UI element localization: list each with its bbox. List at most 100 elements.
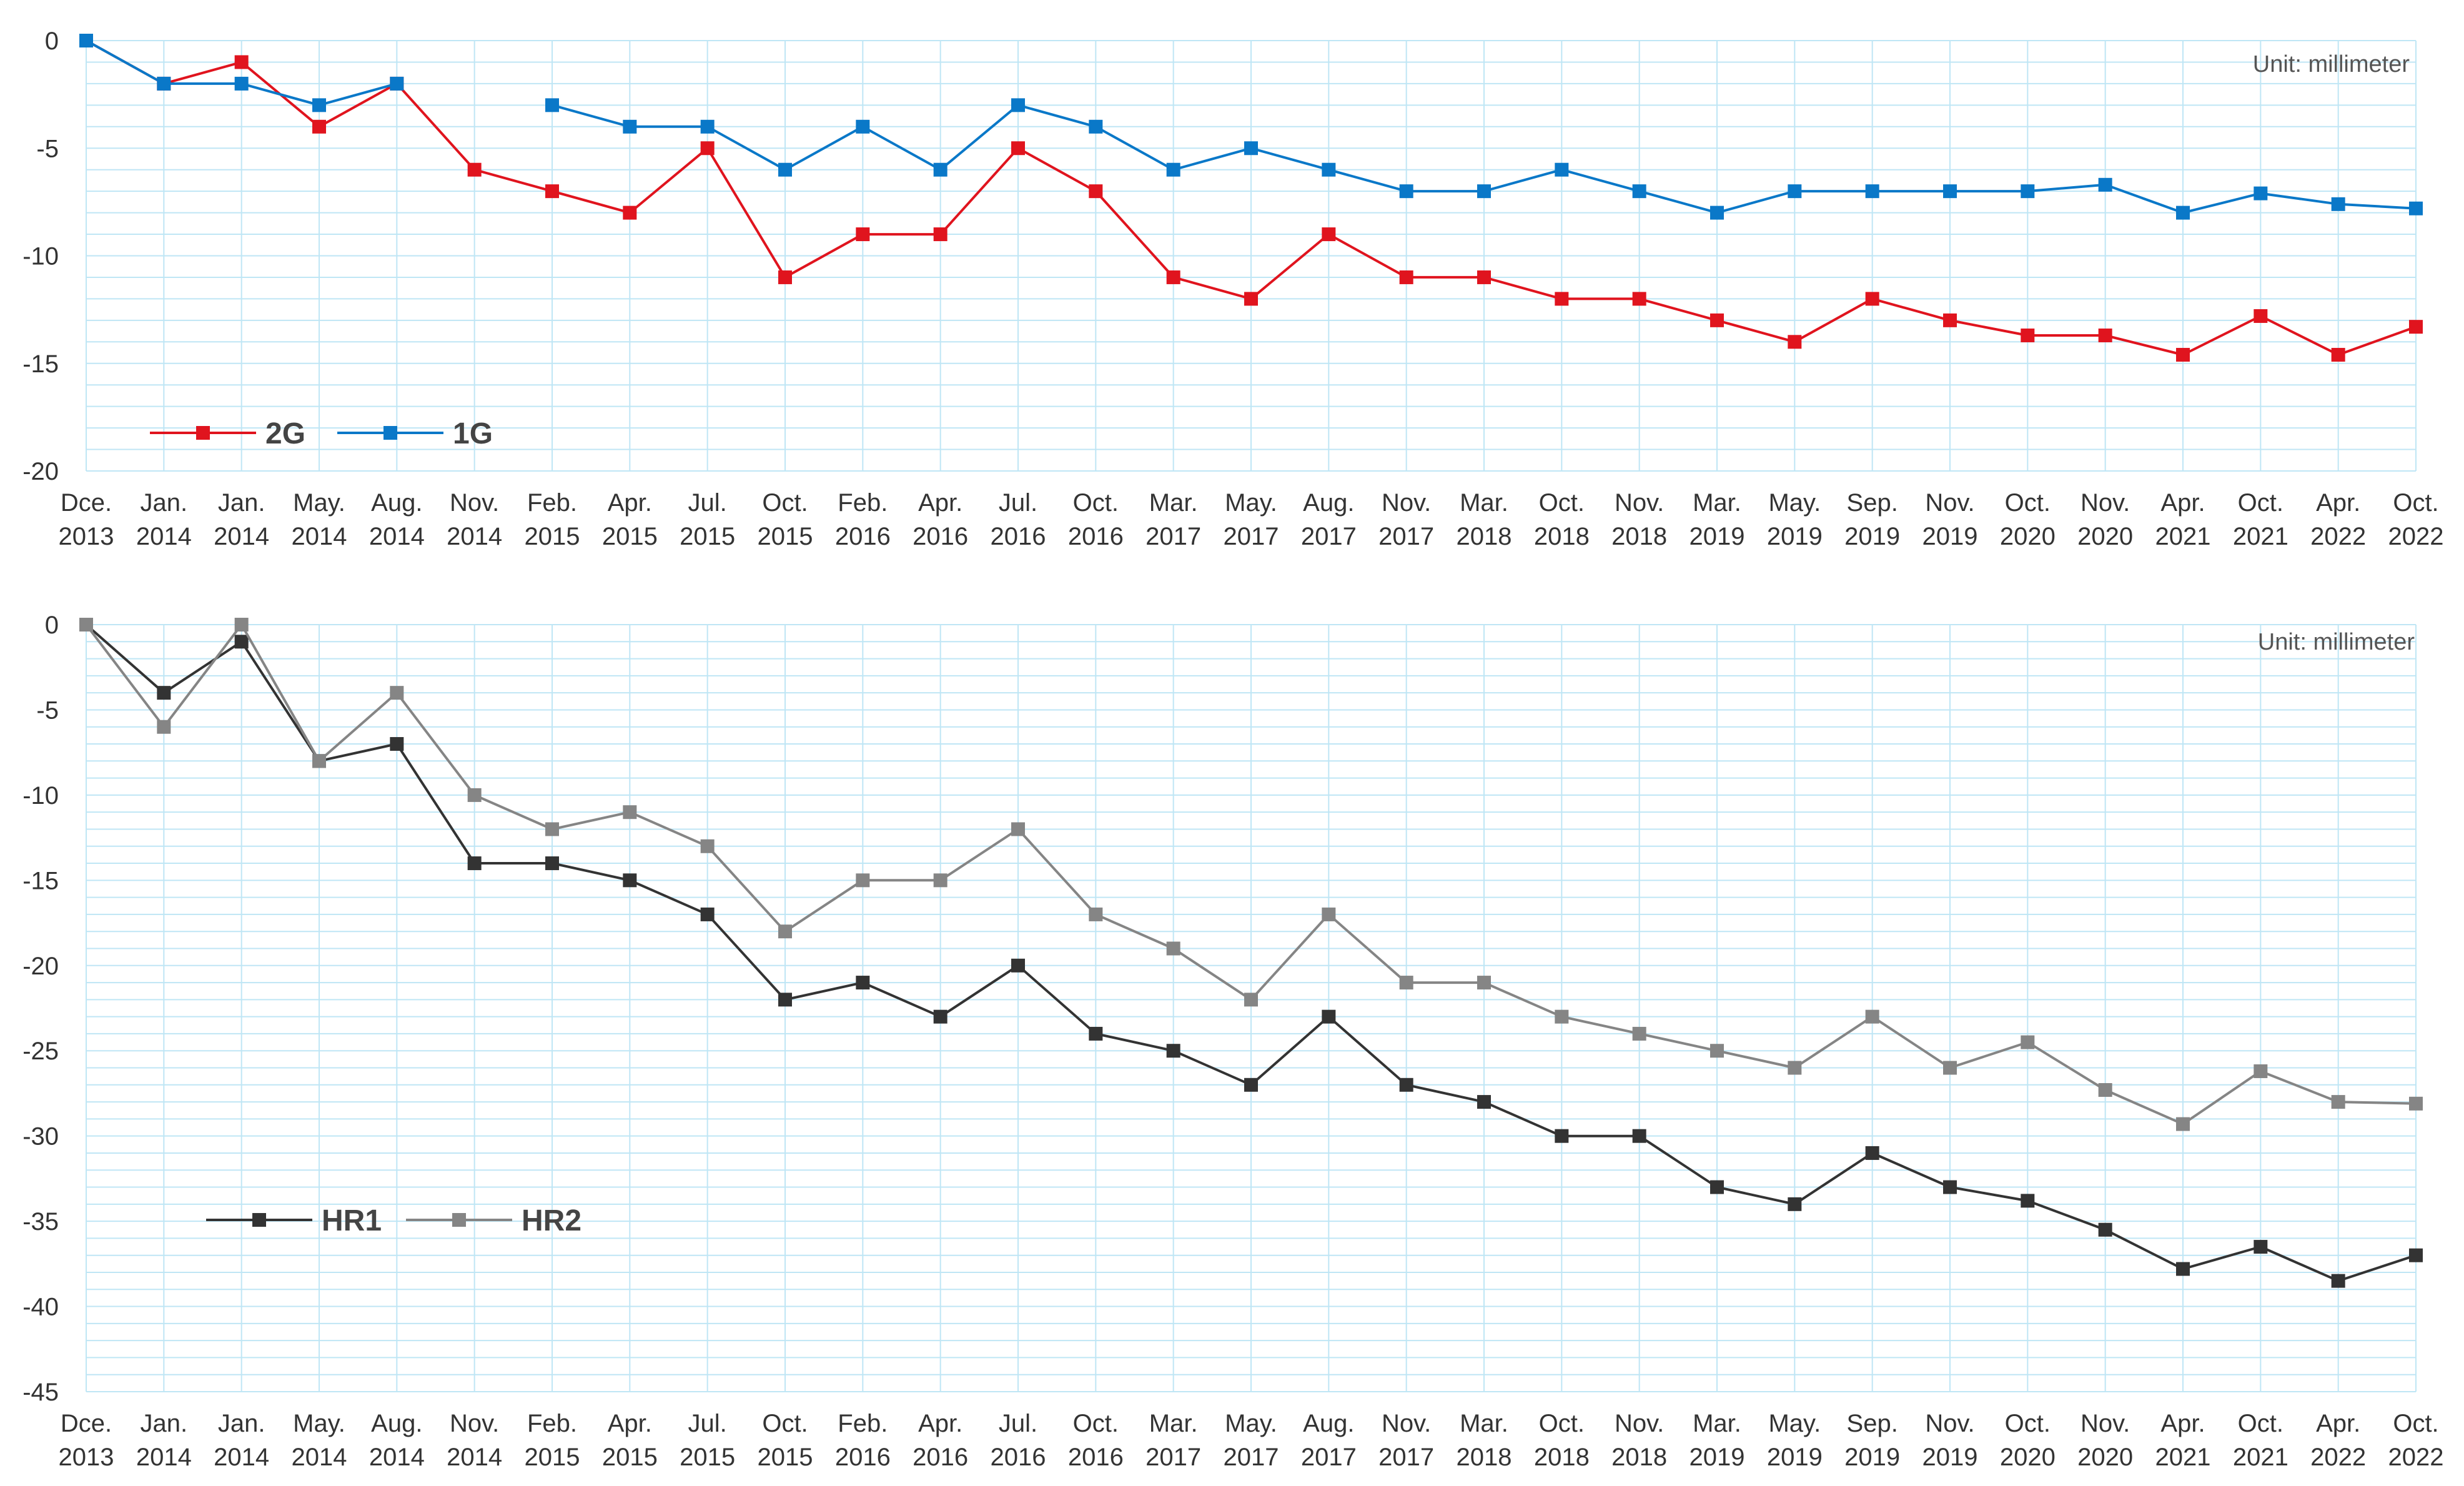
x-tick-label-month: Mar. [1693,1410,1741,1437]
data-point-hr2 [2254,1064,2268,1078]
series-1g [79,34,2423,220]
data-point-1g [933,162,948,177]
data-point-hr1 [2176,1262,2190,1276]
data-point-hr1 [1244,1077,1258,1092]
x-tick-label-year: 2018 [1534,523,1590,550]
x-tick-label-year: 2015 [525,1444,580,1471]
data-point-2g [2176,347,2190,362]
x-tick-label-year: 2018 [1611,1444,1667,1471]
x-tick-label-month: Mar. [1693,489,1741,517]
data-point-hr1 [700,907,715,921]
data-point-1g [1166,162,1180,177]
x-tick-label-month: Jul. [688,1410,727,1437]
x-tick-label-month: Mar. [1149,1410,1198,1437]
data-point-hr1 [2409,1248,2423,1262]
x-tick-label-year: 2017 [1301,523,1357,550]
data-point-1g [856,119,870,134]
x-tick-label-month: Nov. [1615,1410,1664,1437]
data-point-2g [312,119,326,134]
data-point-1g [1865,184,1879,199]
legend-entry-hr2: HR2 [406,1204,581,1237]
data-point-hr2 [1788,1061,1802,1075]
x-tick-label-month: Jul. [688,489,727,517]
x-tick-label-year: 2017 [1378,1444,1434,1471]
legend-entry-hr1: HR1 [206,1204,382,1237]
y-tick-label: -10 [22,243,59,270]
x-tick-label-month: Oct. [1073,1410,1119,1437]
x-tick-label-year: 2015 [680,1444,735,1471]
x-tick-label-month: Apr. [2316,489,2360,517]
data-point-hr1 [1710,1180,1724,1194]
y-axis-ticks: 0 -5 -10 -15 -20 -25 -30 -35 -40 -45 [22,612,59,1406]
data-point-hr2 [390,686,404,700]
data-point-1g [1477,184,1491,199]
x-tick-label-year: 2014 [447,1444,502,1471]
data-point-hr2 [2098,1082,2112,1097]
x-tick-label-month: Jan. [141,1410,188,1437]
data-point-2g [1399,270,1413,284]
x-tick-label-month: Nov. [1382,1410,1431,1437]
data-point-2g [1166,270,1180,284]
x-tick-label-year: 2019 [1767,1444,1823,1471]
x-tick-label-month: Oct. [2005,489,2051,517]
series-hr1 [79,618,2423,1288]
x-tick-label-month: Sep. [1847,489,1898,517]
data-point-hr1 [157,686,171,700]
data-point-hr2 [1477,976,1491,990]
x-tick-label-month: Nov. [1925,1410,1974,1437]
x-tick-label-month: Feb. [527,489,577,517]
data-point-2g [1632,292,1646,306]
legend-label: HR2 [522,1204,581,1237]
data-point-hr1 [1322,1009,1336,1024]
legend-marker [252,1213,266,1227]
data-point-2g [1244,292,1258,306]
x-tick-label-year: 2016 [913,1444,968,1471]
legend-label: 1G [453,417,493,450]
data-point-hr1 [1166,1044,1180,1058]
x-tick-label-year: 2015 [602,523,658,550]
x-tick-label-year: 2020 [2077,1444,2133,1471]
x-tick-label-month: May. [293,1410,345,1437]
data-point-1g [1943,184,1957,199]
x-tick-label-year: 2017 [1145,523,1201,550]
x-tick-label-year: 2019 [1844,523,1900,550]
data-point-2g [2331,347,2345,362]
data-point-hr2 [234,618,249,632]
data-point-hr1 [856,976,870,990]
data-point-1g [1632,184,1646,199]
x-tick-label-month: Aug. [371,489,422,517]
y-axis-ticks: 0 -5 -10 -15 -20 [22,27,59,485]
y-tick-label: -45 [22,1379,59,1406]
data-point-hr1 [234,635,249,649]
y-tick-label: 0 [45,612,59,639]
x-tick-label-month: Apr. [608,489,652,517]
x-tick-label-month: May. [1768,489,1821,517]
data-point-hr2 [1166,941,1180,956]
y-tick-label: -35 [22,1208,59,1236]
x-tick-label-month: Jan. [141,489,188,517]
data-point-hr1 [1943,1180,1957,1194]
y-tick-label: -40 [22,1294,59,1321]
data-point-1g [1399,184,1413,199]
data-point-hr2 [2021,1035,2035,1049]
x-tick-label-month: Mar. [1460,489,1508,517]
x-tick-label-year: 2019 [1922,1444,1978,1471]
data-point-2g [1710,313,1724,327]
legend-marker [383,426,397,440]
data-point-hr2 [79,618,93,632]
unit-annotation: Unit: millimeter [2258,629,2415,655]
data-point-hr1 [1477,1095,1491,1109]
legend-entry-2g: 2G [150,417,305,450]
data-point-hr2 [700,839,715,853]
data-point-hr1 [933,1009,948,1024]
data-point-hr1 [390,737,404,751]
x-tick-label-month: May. [1225,489,1277,517]
x-tick-label-year: 2013 [59,523,114,550]
data-point-hr2 [1555,1009,1569,1024]
data-point-1g [623,119,637,134]
x-tick-label-year: 2016 [835,523,891,550]
series-hr2 [79,618,2423,1131]
x-tick-label-year: 2014 [369,1444,425,1471]
legend-marker [452,1213,466,1227]
data-point-hr2 [1011,822,1025,836]
